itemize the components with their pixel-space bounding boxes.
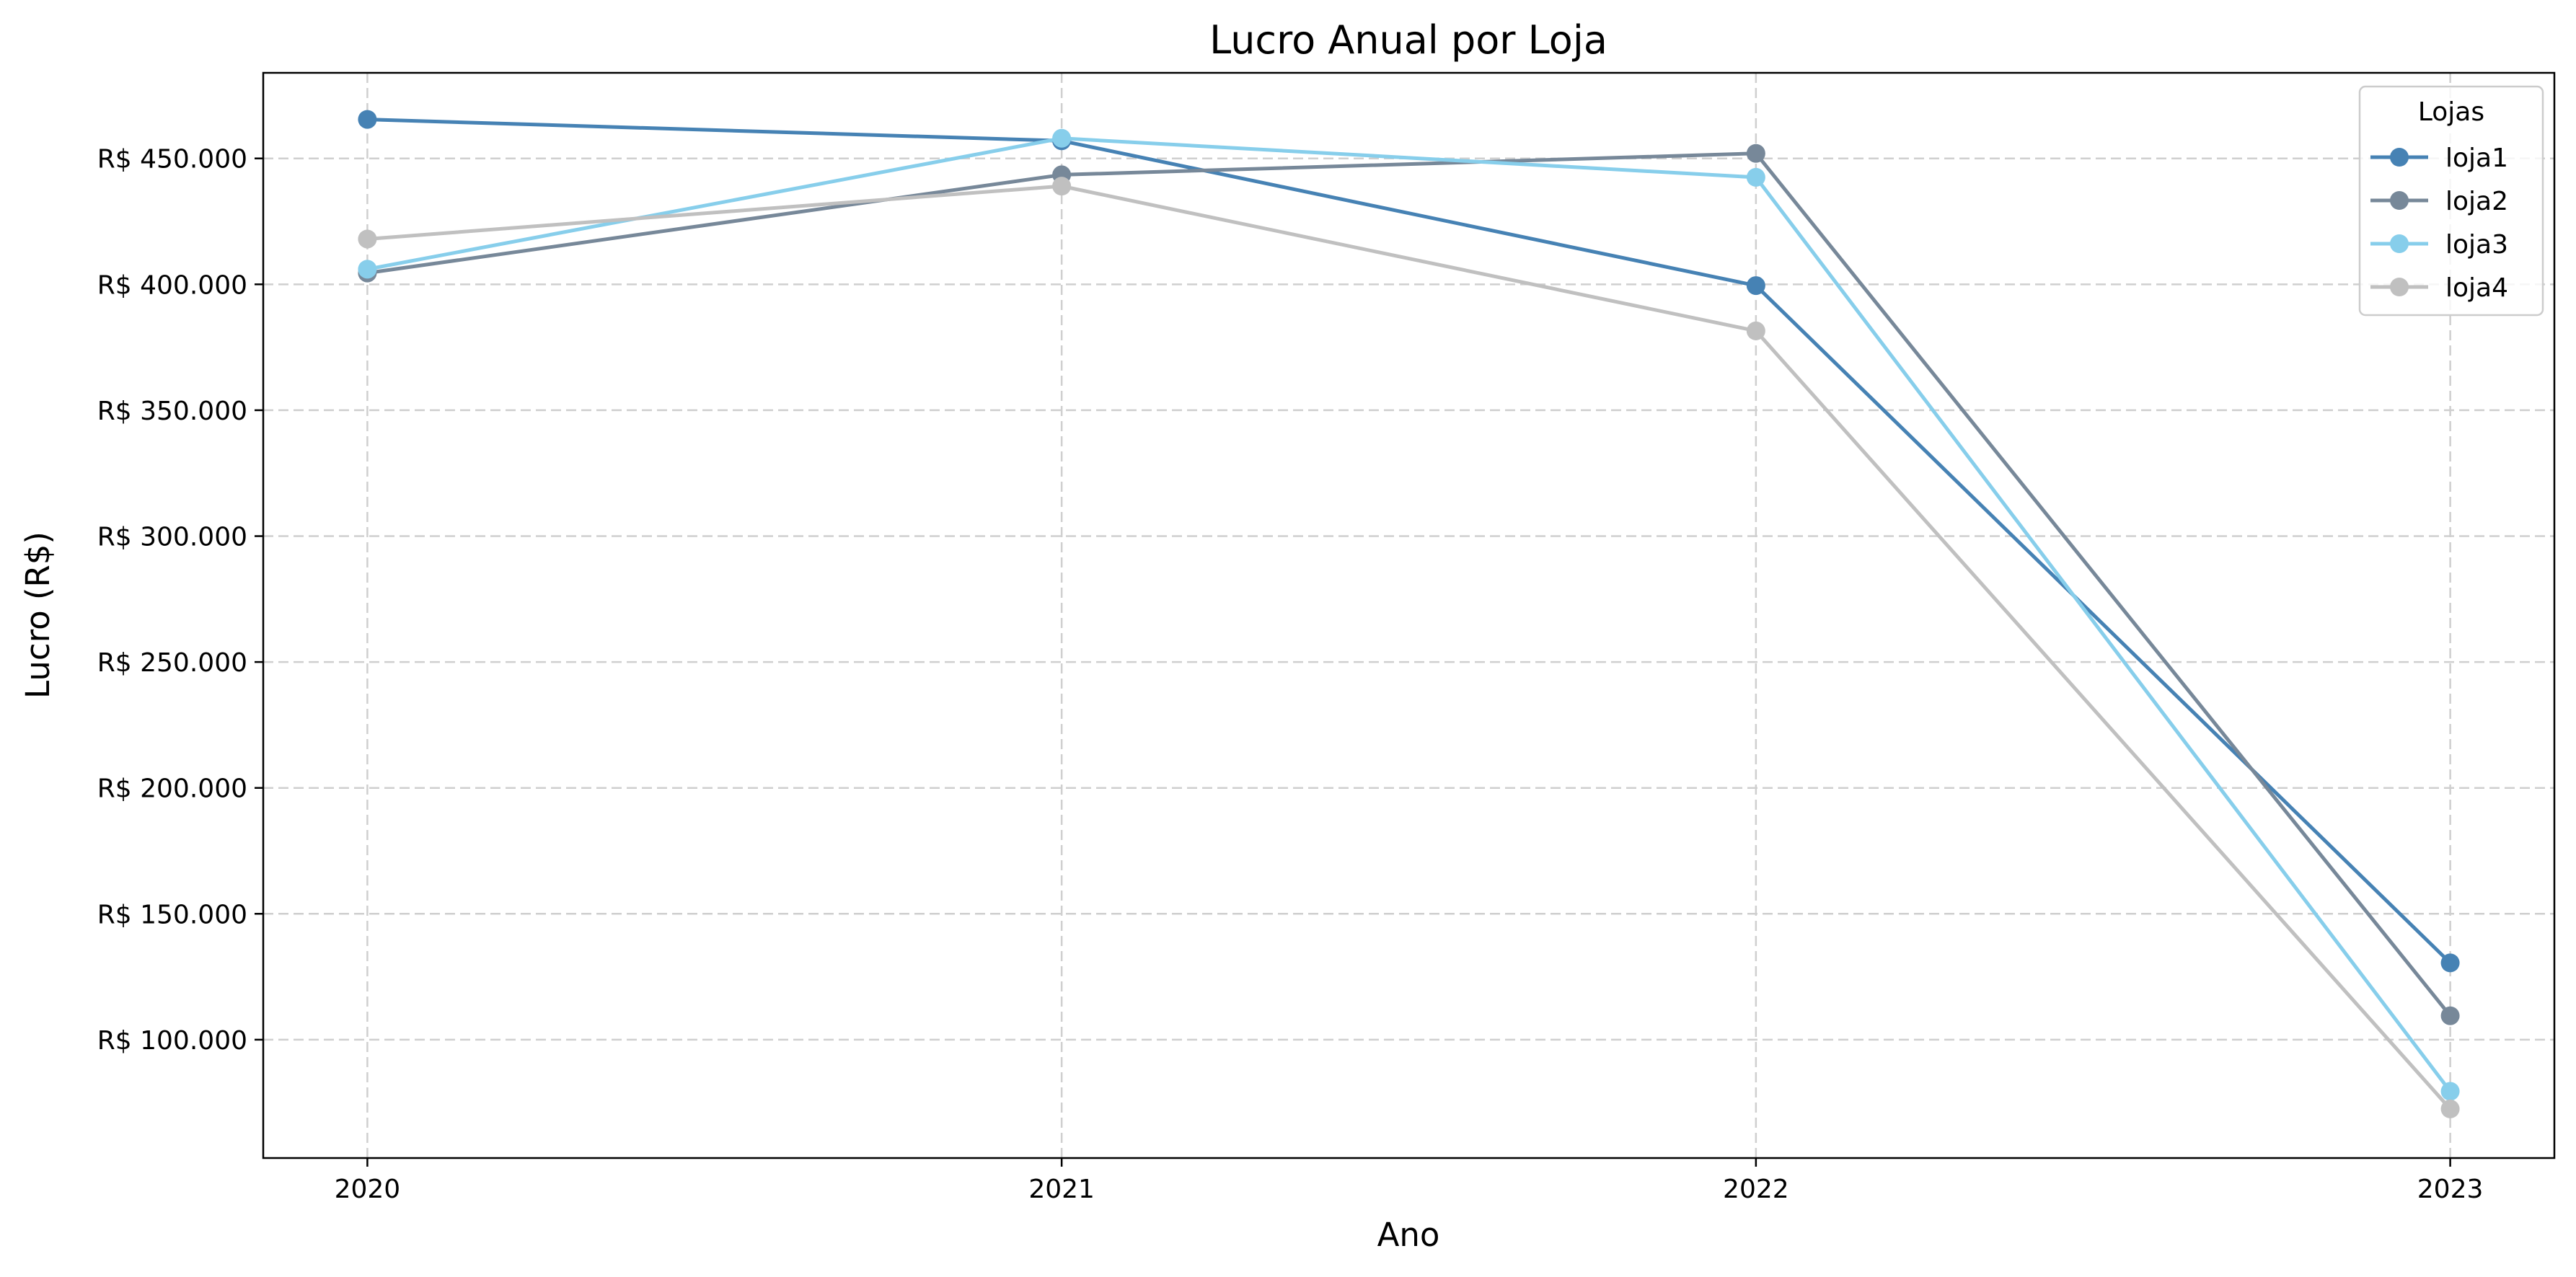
legend-label: loja1 xyxy=(2445,143,2508,173)
data-point-loja3 xyxy=(2440,1082,2460,1101)
legend-marker xyxy=(2390,191,2409,210)
chart-title: Lucro Anual por Loja xyxy=(1209,17,1607,63)
series-loja4 xyxy=(358,177,2460,1118)
data-point-loja4 xyxy=(358,229,377,249)
legend: Lojas loja1 loja2 loja3 loja4 xyxy=(2358,85,2544,317)
data-point-loja2 xyxy=(1746,143,1765,163)
y-tick-label: R$ 350.000 xyxy=(97,397,247,426)
y-tick-label: R$ 150.000 xyxy=(97,900,247,929)
legend-label: loja3 xyxy=(2445,230,2508,260)
data-point-loja3 xyxy=(358,260,377,279)
legend-marker xyxy=(2390,278,2409,296)
legend-items: loja1 loja2 loja3 loja4 xyxy=(2370,143,2508,303)
legend-item-loja3: loja3 xyxy=(2370,230,2508,260)
data-point-loja1 xyxy=(2440,953,2460,973)
y-tick-label: R$ 450.000 xyxy=(97,145,247,174)
grid xyxy=(263,73,2554,1158)
series-line-loja4 xyxy=(365,184,2453,1111)
axis-ticks: 2020 2021 2022 2023 R$ 100.000 R$ 150.000 R$ 2… xyxy=(97,145,2484,1204)
x-tick-label: 2022 xyxy=(1723,1175,1789,1204)
legend-title: Lojas xyxy=(2418,97,2484,127)
y-tick-label: R$ 300.000 xyxy=(97,523,247,552)
series-layer xyxy=(358,110,2460,1118)
x-axis-label: Ano xyxy=(1377,1216,1440,1254)
y-tick-label: R$ 250.000 xyxy=(97,648,247,678)
legend-label: loja4 xyxy=(2445,273,2508,303)
data-point-loja4 xyxy=(2440,1099,2460,1118)
data-point-loja4 xyxy=(1746,321,1765,340)
data-point-loja1 xyxy=(358,110,377,129)
legend-item-loja1: loja1 xyxy=(2370,143,2508,173)
series-line-loja3 xyxy=(365,136,2453,1093)
legend-marker xyxy=(2390,234,2409,253)
y-tick-label: R$ 400.000 xyxy=(97,270,247,300)
series-loja3 xyxy=(358,128,2460,1101)
y-tick-label: R$ 200.000 xyxy=(97,774,247,804)
data-point-loja1 xyxy=(1746,276,1765,296)
data-point-loja3 xyxy=(1052,128,1072,148)
y-axis-label: Lucro (R$) xyxy=(19,531,57,699)
data-point-loja4 xyxy=(1052,177,1072,196)
legend-item-loja4: loja4 xyxy=(2370,273,2508,303)
x-tick-label: 2020 xyxy=(335,1175,401,1204)
legend-box xyxy=(2358,85,2544,317)
legend-marker xyxy=(2390,148,2409,167)
data-point-loja3 xyxy=(1746,167,1765,187)
y-tick-label: R$ 100.000 xyxy=(97,1026,247,1056)
series-line-loja2 xyxy=(365,151,2453,1018)
plot-frame xyxy=(262,71,2556,1159)
series-line-loja1 xyxy=(365,118,2453,965)
x-tick-label: 2021 xyxy=(1028,1175,1095,1204)
data-point-loja2 xyxy=(2440,1006,2460,1025)
legend-label: loja2 xyxy=(2445,187,2508,216)
x-tick-label: 2023 xyxy=(2417,1175,2484,1204)
legend-item-loja2: loja2 xyxy=(2370,187,2508,216)
